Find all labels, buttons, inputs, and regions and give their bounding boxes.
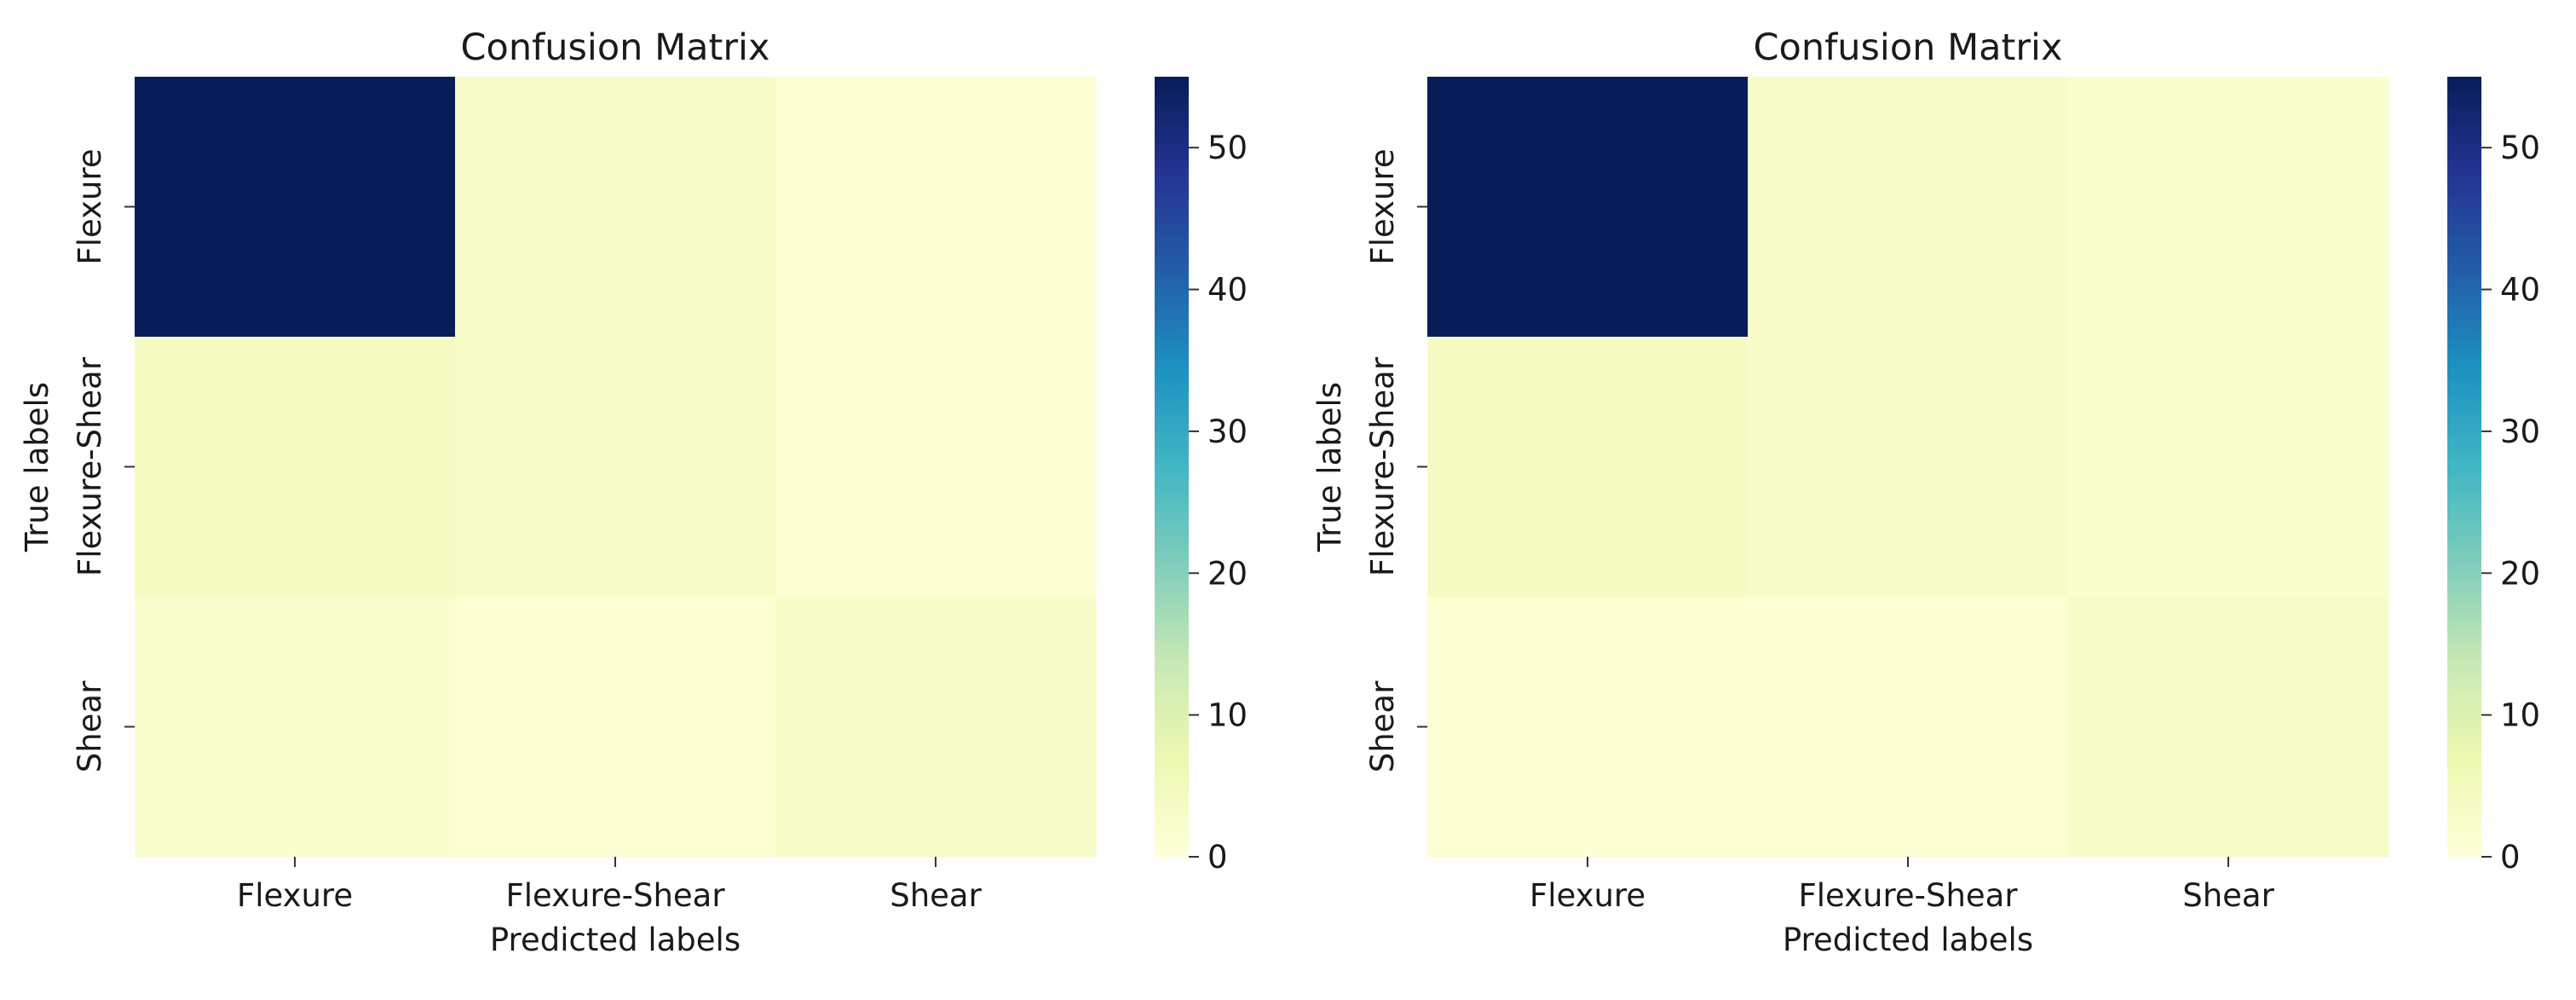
colorbar-tick-label: 30	[2500, 413, 2540, 450]
colorbar: 0 10 20 30 40 50	[1155, 77, 1248, 876]
colorbar-tick-label: 40	[1207, 272, 1248, 309]
colorbar-tick-label: 10	[2500, 697, 2540, 734]
heatmap-cell-shear-flexure-shear	[1748, 597, 2069, 858]
heatmap-cell-flexure-shear-flexure	[1427, 337, 1749, 598]
heatmap-cell-flexure-shear	[2068, 77, 2389, 338]
heatmap-cell-flexure-shear-flexure	[135, 337, 456, 598]
x-tick-label: Flexure-Shear	[505, 877, 725, 914]
colorbar-tick-label: 10	[1207, 697, 1248, 734]
chart-title: Confusion Matrix	[1754, 26, 2063, 69]
heatmap-cell-flexure-flexure	[135, 77, 456, 338]
heatmap-cells	[1427, 77, 2389, 858]
x-tick-label: Flexure	[237, 877, 353, 914]
colorbar-tick-label: 40	[2500, 272, 2540, 309]
y-tick-label: Flexure-Shear	[72, 356, 108, 576]
heatmap-cell-flexure-flexure-shear	[455, 77, 776, 338]
heatmap-cell-flexure-shear-shear	[2068, 337, 2389, 598]
colorbar-gradient	[1155, 77, 1189, 857]
colorbar-tick-label: 0	[2500, 839, 2521, 876]
colorbar-tick-label: 50	[2500, 130, 2540, 166]
heatmap-cell-shear-flexure-shear	[455, 597, 776, 858]
colorbar-tick-label: 50	[1207, 130, 1248, 166]
x-tick-label: Shear	[2182, 877, 2274, 914]
x-axis-label: Predicted labels	[490, 922, 741, 958]
colorbar-tick-label: 30	[1207, 413, 1248, 450]
heatmap-cell-flexure-flexure	[1427, 77, 1749, 338]
x-tick-label: Flexure-Shear	[1798, 877, 2018, 914]
heatmap-cell-shear-shear	[775, 597, 1097, 858]
y-tick-label: Shear	[1364, 680, 1401, 772]
y-tick-label: Flexure-Shear	[1364, 356, 1401, 576]
x-tick-label: Shear	[890, 877, 982, 914]
heatmap-cell-flexure-shear-flexure-shear	[455, 337, 776, 598]
colorbar-tick-label: 20	[1207, 555, 1248, 592]
confusion-matrix-panel-1: Confusion Matrix Flexure Flexure-Shear Shea…	[19, 26, 1248, 958]
colorbar-tick-label: 20	[2500, 555, 2540, 592]
heatmap-cell-shear-flexure	[135, 597, 456, 858]
heatmap-cell-shear-shear	[2068, 597, 2389, 858]
heatmap-cell-flexure-flexure-shear	[1748, 77, 2069, 338]
chart-title: Confusion Matrix	[461, 26, 770, 69]
y-tick-label: Shear	[72, 680, 108, 772]
colorbar-tick-label: 0	[1207, 839, 1228, 876]
colorbar: 0 10 20 30 40 50	[2447, 77, 2540, 876]
heatmap-cells	[135, 77, 1097, 858]
y-axis-label: True labels	[19, 382, 55, 552]
confusion-matrix-panel-2: Confusion Matrix Flexure Flexure-Shear Shea…	[1311, 26, 2540, 958]
colorbar-gradient	[2447, 77, 2481, 857]
y-tick-label: Flexure	[72, 148, 108, 264]
x-tick-label: Flexure	[1530, 877, 1645, 914]
x-axis-label: Predicted labels	[1783, 922, 2033, 958]
heatmap-cell-shear-flexure	[1427, 597, 1749, 858]
heatmap-cell-flexure-shear	[775, 77, 1097, 338]
y-axis-label: True labels	[1311, 382, 1348, 552]
heatmap-cell-flexure-shear-flexure-shear	[1748, 337, 2069, 598]
heatmap-cell-flexure-shear-shear	[775, 337, 1097, 598]
y-tick-label: Flexure	[1364, 148, 1401, 264]
